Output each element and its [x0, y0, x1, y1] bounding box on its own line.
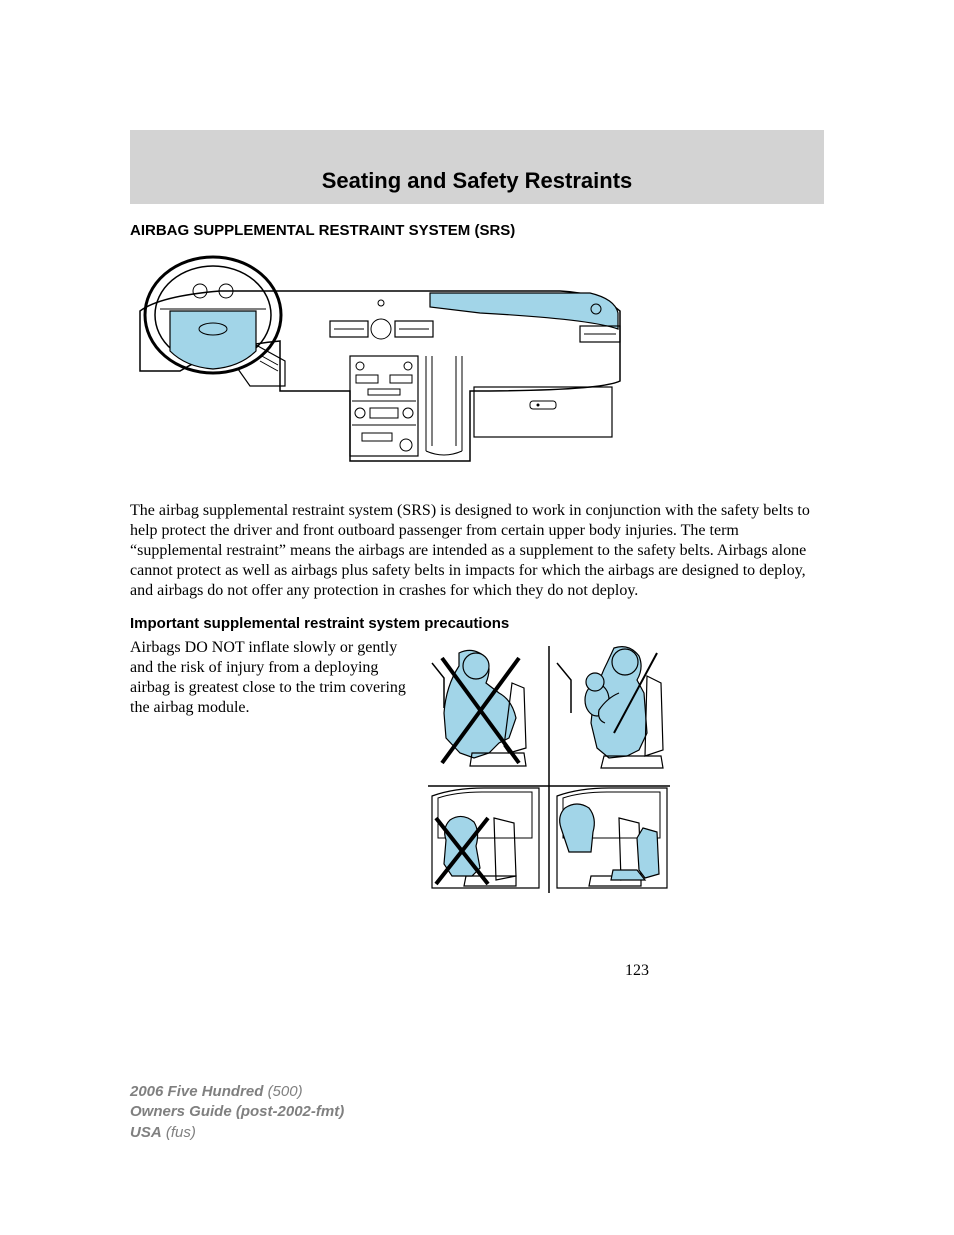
- footer-region: USA: [130, 1124, 162, 1141]
- footer-model-code: (500): [268, 1083, 303, 1100]
- footer-guide-name: Owners Guide (post-2002-fmt): [130, 1102, 344, 1122]
- document-page: Seating and Safety Restraints AIRBAG SUP…: [0, 0, 954, 903]
- section-heading: AIRBAG SUPPLEMENTAL RESTRAINT SYSTEM (SR…: [130, 222, 824, 239]
- footer-line-3: USA (fus): [130, 1123, 344, 1143]
- precautions-row: Airbags DO NOT inflate slowly or gently …: [130, 638, 824, 903]
- document-footer: 2006 Five Hundred (500) Owners Guide (po…: [130, 1082, 344, 1143]
- footer-line-1: 2006 Five Hundred (500): [130, 1082, 344, 1102]
- precautions-body-text: Airbags DO NOT inflate slowly or gently …: [130, 638, 410, 718]
- footer-model: 2006 Five Hundred: [130, 1083, 263, 1100]
- dashboard-airbag-illustration: [130, 251, 630, 466]
- header-banner: Seating and Safety Restraints: [130, 130, 824, 204]
- footer-region-code: (fus): [166, 1124, 196, 1141]
- precautions-text-column: Airbags DO NOT inflate slowly or gently …: [130, 638, 410, 732]
- dashboard-diagram: [130, 251, 824, 471]
- subsection-heading: Important supplemental restraint system …: [130, 615, 824, 632]
- precautions-diagram-column: [424, 638, 824, 903]
- page-number: 123: [625, 962, 649, 980]
- chapter-title: Seating and Safety Restraints: [130, 168, 824, 194]
- unsafe-seating-illustration: [424, 638, 674, 898]
- section-body-text: The airbag supplemental restraint system…: [130, 501, 824, 601]
